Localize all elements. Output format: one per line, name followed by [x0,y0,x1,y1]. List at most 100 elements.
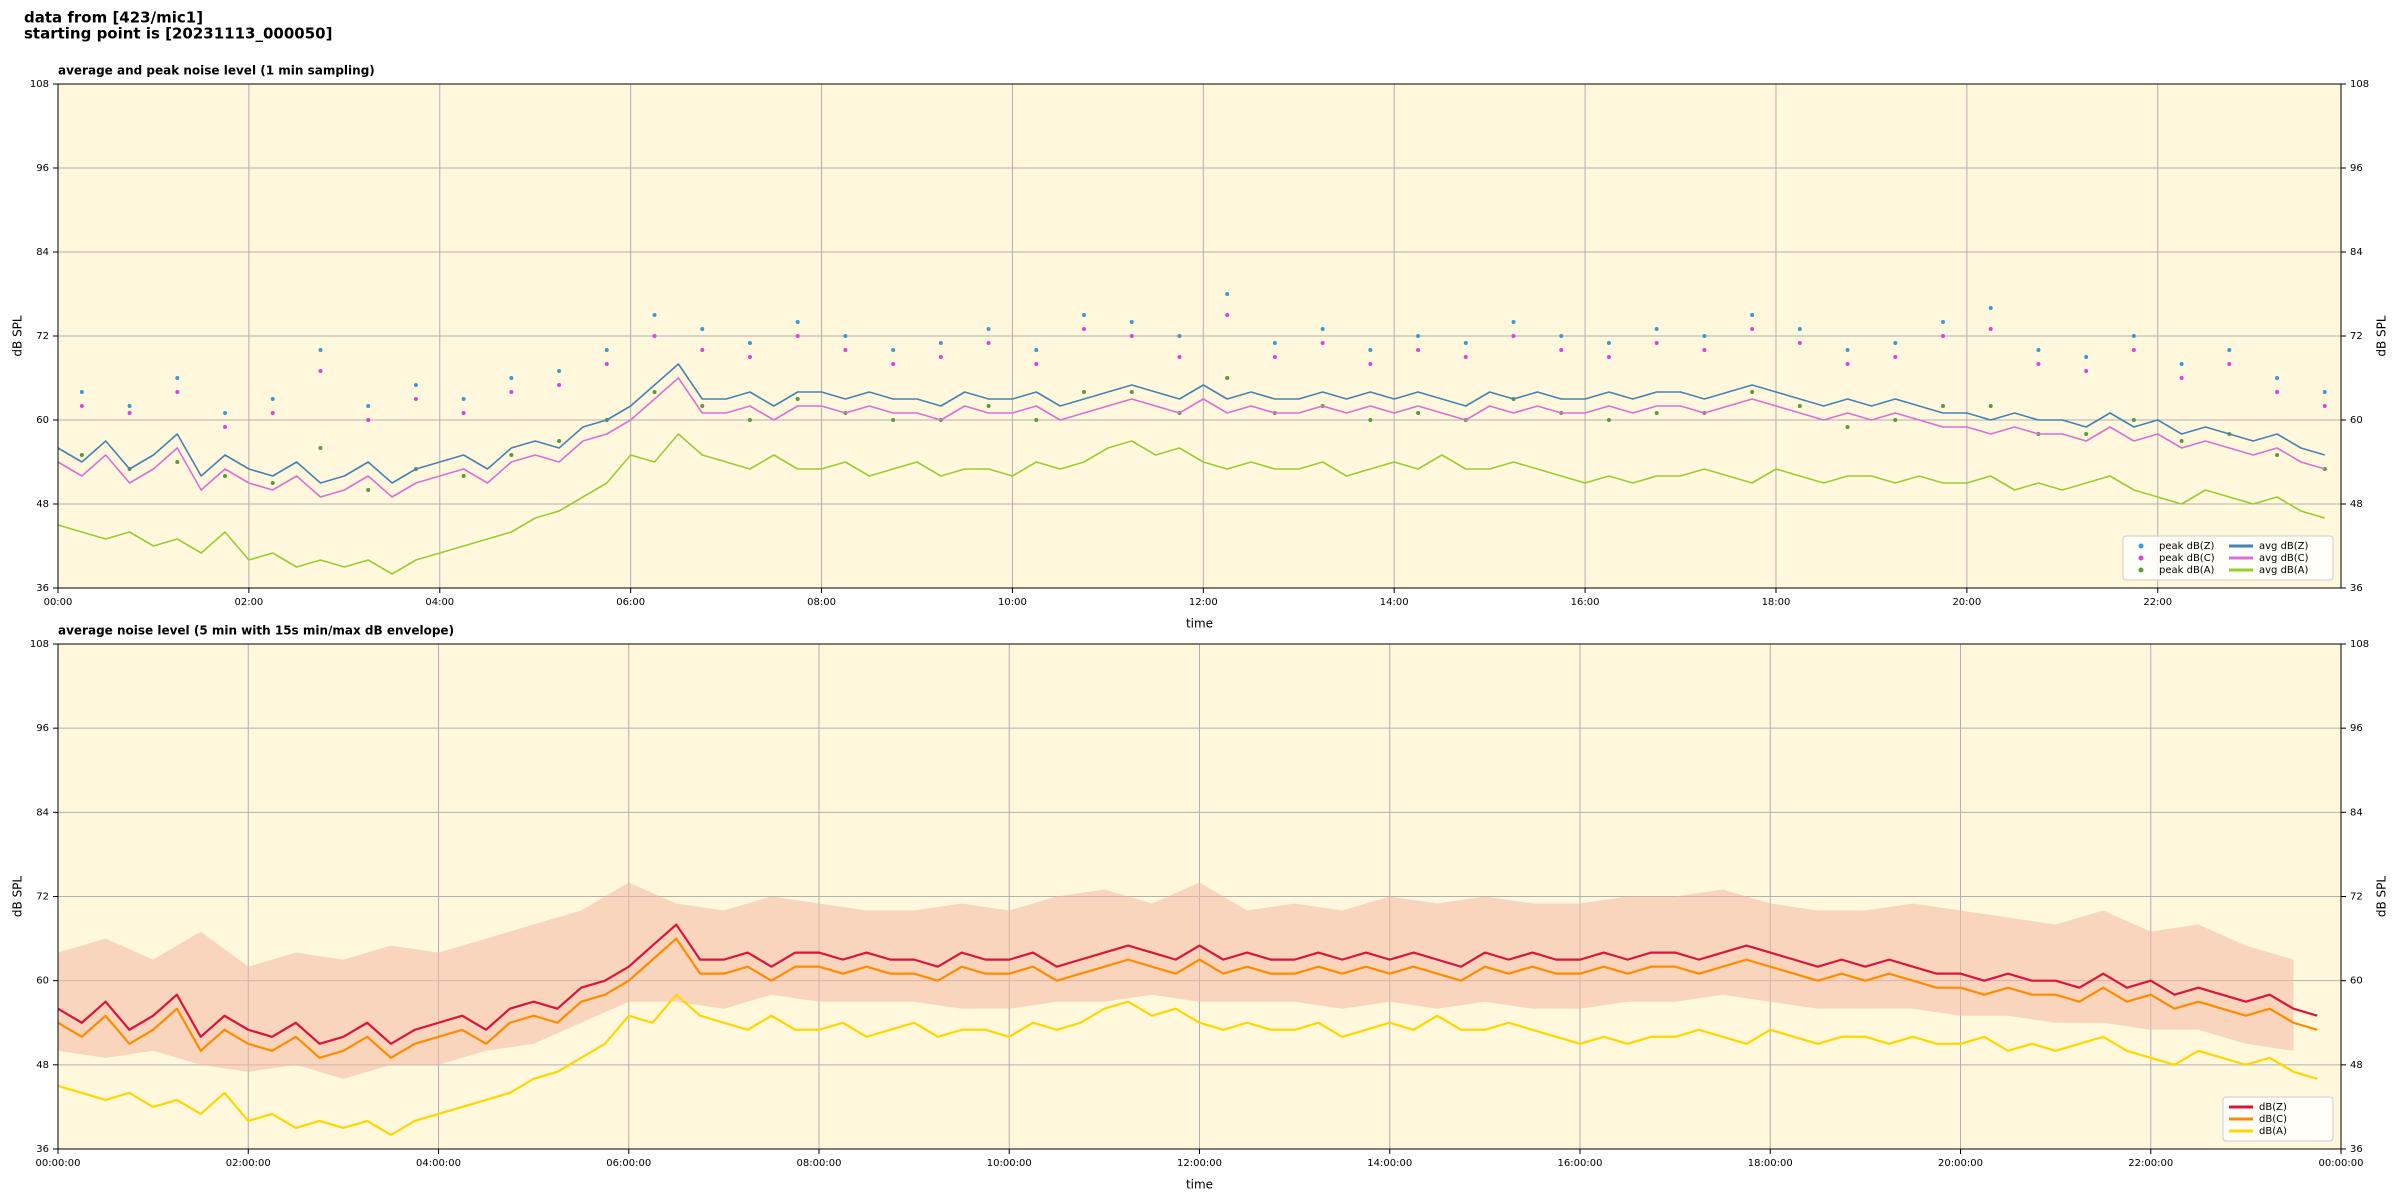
legend-label: peak dB(Z) [2159,541,2215,552]
peak-point [1702,334,1707,338]
subplot-title: average noise level (5 min with 15s min/… [58,624,454,638]
peak-point [1034,418,1039,422]
legend-label: dB(A) [2259,1126,2287,1137]
peak-point [891,348,896,352]
peak-point [986,327,991,331]
y-axis-label-right: dB SPL [2375,876,2389,918]
peak-point [1797,327,1802,331]
peak-point [127,404,132,408]
peak-point [1416,348,1421,352]
peak-point [1941,334,1946,338]
x-tick-label: 02:00 [234,597,263,608]
subplot-title: average and peak noise level (1 min samp… [58,64,375,78]
x-tick-label: 08:00:00 [797,1158,842,1169]
peak-point [1082,327,1087,331]
peak-point [270,481,275,485]
peak-point [1988,327,1993,331]
peak-point [1702,348,1707,352]
series-line [57,937,2318,1059]
y-tick-label-right: 60 [2350,415,2363,426]
peak-point [1654,327,1659,331]
x-tick-label: 12:00:00 [1177,1158,1222,1169]
y-tick-label: 84 [36,807,49,818]
peak-point [700,327,705,331]
peak-point [461,411,466,415]
peak-point [79,404,84,408]
peak-point [986,341,991,345]
peak-point [891,362,896,366]
peak-point [366,488,371,492]
peak-point [2084,355,2089,359]
peak-point [1654,341,1659,345]
peak-point [700,404,705,408]
y-tick-label-right: 36 [2350,1144,2363,1155]
peak-point [318,369,323,373]
peak-point [1606,355,1611,359]
y-tick-label: 72 [36,892,49,903]
y-tick-label: 36 [36,1144,49,1155]
peak-point [1034,362,1039,366]
peak-point [1225,376,1230,380]
peak-point [2179,376,2184,380]
x-tick-label: 06:00 [616,597,645,608]
peak-point [795,334,800,338]
legend-marker [2138,567,2144,573]
peak-point [413,397,418,401]
x-tick-label: 00:00:00 [36,1158,81,1169]
peak-point [2227,348,2232,352]
peak-point [366,404,371,408]
peak-point [652,334,657,338]
x-tick-label: 16:00:00 [1558,1158,1603,1169]
y-tick-label-right: 84 [2350,247,2363,258]
y-tick-label-right: 48 [2350,499,2363,510]
x-tick-label: 12:00 [1189,597,1218,608]
series-line [57,363,2325,484]
peak-point [2179,362,2184,366]
peak-point [938,355,943,359]
y-tick-label: 84 [36,247,49,258]
peak-point [1606,418,1611,422]
x-tick-label: 00:00 [44,597,73,608]
subplot: 00:00:00 02:00:00 04:00:00 06:00:00 08:00:00… [11,624,2389,1192]
peak-point [1272,355,1277,359]
peak-point [2131,334,2136,338]
peak-point [1606,341,1611,345]
peak-point [461,397,466,401]
x-tick-label: 02:00:00 [226,1158,271,1169]
series-line [57,377,2325,498]
y-tick-label-right: 108 [2350,639,2369,650]
legend-box [2122,535,2334,581]
peak-point [270,411,275,415]
peak-point [2084,432,2089,436]
peak-point [652,313,657,317]
x-tick-label: 14:00 [1380,597,1409,608]
y-tick-label: 36 [36,583,49,594]
peak-point [127,411,132,415]
legend-label: peak dB(C) [2159,553,2215,564]
header-line: starting point is [20231113_000050] [24,25,332,43]
peak-point [1893,341,1898,345]
peak-point [843,348,848,352]
peak-point [2322,404,2327,408]
y-tick-label-right: 72 [2350,892,2363,903]
peak-point [79,390,84,394]
envelope-band [58,882,2294,1079]
peak-point [604,348,609,352]
peak-point [986,404,991,408]
peak-point [175,376,180,380]
peak-point [1177,334,1182,338]
peak-point [2131,348,2136,352]
y-tick-label-right: 36 [2350,583,2363,594]
peak-point [652,390,657,394]
x-tick-label: 18:00 [1762,597,1791,608]
peak-point [509,376,514,380]
peak-point [2322,390,2327,394]
peak-point [1129,320,1134,324]
y-tick-label: 96 [36,163,49,174]
peak-point [1797,404,1802,408]
plot-frame [57,643,2342,1150]
y-tick-label: 108 [30,79,49,90]
peak-point [1463,355,1468,359]
x-tick-label: 22:00 [2143,597,2172,608]
